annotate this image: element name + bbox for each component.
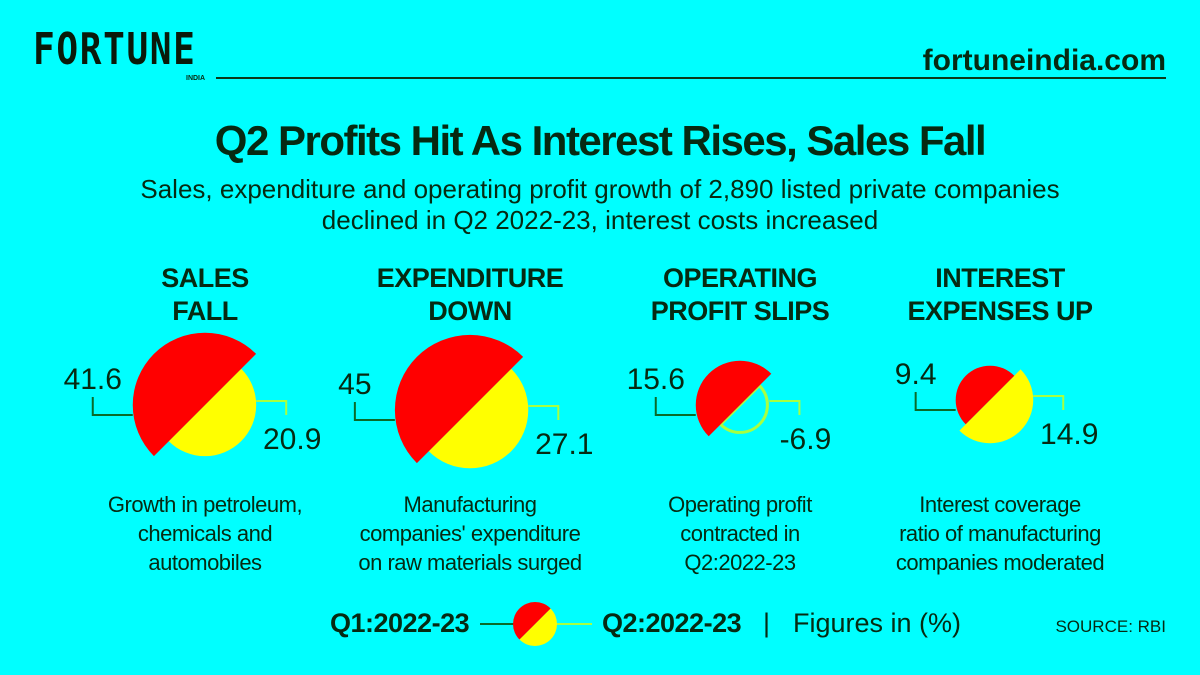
subtitle-line: declined in Q2 2022-23, interest costs i… bbox=[321, 205, 879, 235]
panel-heading: EXPENDITURE DOWN bbox=[340, 262, 600, 328]
q1-leader-line bbox=[91, 397, 133, 416]
header-rule bbox=[216, 77, 1166, 79]
note-line: automobiles bbox=[148, 550, 262, 575]
q1-value-label: 41.6 bbox=[64, 363, 122, 396]
q1-half-circle bbox=[695, 360, 772, 437]
note-line: Interest coverage bbox=[919, 492, 1081, 517]
q2-leader-line bbox=[769, 400, 801, 415]
heading-line: PROFIT SLIPS bbox=[650, 296, 830, 326]
panel-note: Growth in petroleum, chemicals and automob… bbox=[75, 490, 335, 577]
chart-title: Q2 Profits Hit As Interest Rises, Sales … bbox=[214, 117, 987, 164]
q2-half-circle bbox=[428, 368, 529, 469]
note-line: companies' expenditure bbox=[359, 521, 581, 546]
q1-half-circle bbox=[132, 332, 257, 457]
chart-subtitle: Sales, expenditure and operating profit … bbox=[0, 174, 1200, 236]
heading-line: FALL bbox=[172, 296, 238, 326]
q2-half-circle bbox=[959, 369, 1034, 444]
heading-line: EXPENDITURE bbox=[376, 263, 564, 293]
q2-leader-line bbox=[528, 405, 560, 420]
q1-value-label: 9.4 bbox=[895, 358, 937, 391]
q1-half-circle bbox=[955, 365, 1015, 425]
note-line: Growth in petroleum, bbox=[107, 492, 303, 517]
q1-value-label: 15.6 bbox=[627, 363, 685, 396]
legend-separator: | bbox=[763, 608, 771, 638]
note-line: on raw materials surged bbox=[358, 550, 582, 575]
panel-heading: INTEREST EXPENSES UP bbox=[870, 262, 1130, 328]
subtitle-line: Sales, expenditure and operating profit … bbox=[140, 174, 1060, 204]
note-line: chemicals and bbox=[137, 521, 273, 546]
q2-value-label: 27.1 bbox=[535, 428, 593, 461]
q1-leader-line bbox=[654, 397, 696, 416]
heading-line: DOWN bbox=[428, 296, 512, 326]
heading-line: SALES bbox=[161, 263, 249, 293]
q1-half-circle bbox=[394, 334, 524, 464]
note-line: contracted in bbox=[680, 521, 800, 546]
heading-line: OPERATING bbox=[662, 263, 818, 293]
q1-leader-line bbox=[353, 402, 395, 421]
source: SOURCE: RBI bbox=[1055, 617, 1166, 636]
q1-value-label: 45 bbox=[338, 368, 371, 401]
heading-line: EXPENSES UP bbox=[907, 296, 1093, 326]
logo-sub: INDIA bbox=[186, 75, 206, 82]
heading-line: INTEREST bbox=[935, 263, 1065, 293]
q2-value-label: 14.9 bbox=[1040, 418, 1098, 451]
panel-heading: SALES FALL bbox=[75, 262, 335, 328]
q2-value-label: 20.9 bbox=[263, 423, 321, 456]
q2-half-circle-negative bbox=[718, 383, 769, 434]
q1-leader-line bbox=[914, 392, 956, 411]
legend-q1: Q1:2022-23 bbox=[330, 608, 470, 638]
legend-q2: Q2:2022-23 bbox=[602, 608, 742, 638]
note-line: Q2:2022-23 bbox=[684, 550, 796, 575]
note-line: Operating profit bbox=[668, 492, 812, 517]
q2-half-circle bbox=[168, 368, 257, 457]
panel-note: Operating profit contracted in Q2:2022-23 bbox=[610, 490, 870, 577]
site-url: fortuneindia.com bbox=[922, 44, 1166, 77]
note-line: ratio of manufacturing bbox=[899, 521, 1101, 546]
fortune-logo: FORTUNE bbox=[33, 24, 197, 75]
note-line: Manufacturing bbox=[403, 492, 537, 517]
panel-note: Interest coverage ratio of manufacturing c… bbox=[870, 490, 1130, 577]
note-line: companies moderated bbox=[895, 550, 1105, 575]
legend-q1-half bbox=[513, 602, 551, 640]
q2-value-label: -6.9 bbox=[780, 423, 832, 456]
q2-leader-line bbox=[1033, 395, 1065, 410]
legend-q2-half bbox=[519, 608, 557, 646]
panel-note: Manufacturing companies' expenditure on ra… bbox=[340, 490, 600, 577]
panel-heading: OPERATING PROFIT SLIPS bbox=[610, 262, 870, 328]
legend-figures: Figures in (%) bbox=[793, 608, 962, 638]
q2-leader-line bbox=[256, 400, 288, 415]
